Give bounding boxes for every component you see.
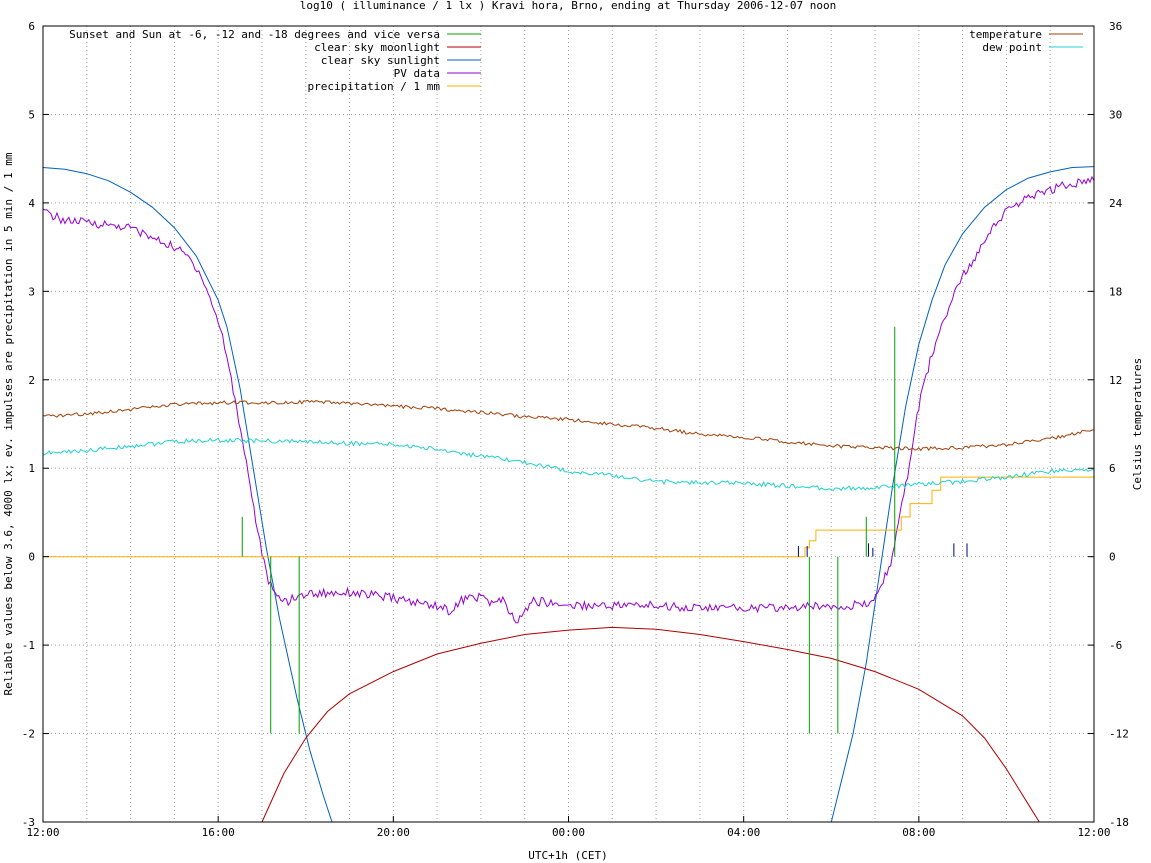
legend-label: PV data [394,67,440,80]
x-tick-label: 04:00 [727,826,760,839]
y-tick-label: 0 [28,551,35,564]
y-tick-label: -2 [22,728,35,741]
legend-label: clear sky moonlight [314,41,440,54]
y-axis-label: Reliable values below 3.6, 4000 lx; ev. … [2,152,15,695]
y-tick-label: 5 [28,108,35,121]
legend-label: precipitation / 1 mm [308,80,441,93]
legend: Sunset and Sun at -6, -12 and -18 degree… [69,28,1083,93]
y2-tick-label: 18 [1109,285,1122,298]
y-tick-label: 3 [28,285,35,298]
x-axis-label: UTC+1h (CET) [528,849,607,862]
series-line-temperature [42,399,1095,452]
y-tick-label: 2 [28,374,35,387]
y2-axis-label: Celsius temperatures [1131,358,1144,490]
y2-tick-label: 24 [1109,197,1123,210]
legend-label: dew point [982,41,1042,54]
grid [43,26,1094,822]
x-tick-label: 00:00 [552,826,585,839]
series-line-pv-data [42,175,1095,624]
y-tick-label: 6 [28,20,35,33]
y-tick-label: -3 [22,816,35,829]
series-line-dew-point [42,437,1095,492]
chart-title: log10 ( illuminance / 1 lx ) Kravi hora,… [300,0,836,12]
y2-tick-label: -12 [1109,728,1129,741]
y2-tick-label: -6 [1109,639,1122,652]
axes: 12:00 16:00 20:00 00:00 04:00 08:00 12:00-3-2-… [22,20,1129,839]
y2-tick-label: 30 [1109,108,1122,121]
x-tick-label: 12:00 [1077,826,1110,839]
x-tick-label: 08:00 [902,826,935,839]
y2-tick-label: 36 [1109,20,1122,33]
y2-tick-label: 0 [1109,551,1116,564]
y-tick-label: -1 [22,639,35,652]
legend-label: Sunset and Sun at -6, -12 and -18 degree… [69,28,440,41]
y2-tick-label: 6 [1109,462,1116,475]
series-line-clear-sky-sunlight [830,166,1095,823]
series-line-clear-sky-moonlight [261,626,1040,823]
y2-tick-label: 12 [1109,374,1122,387]
x-tick-label: 20:00 [377,826,410,839]
y-tick-label: 1 [28,462,35,475]
legend-label: temperature [969,28,1042,41]
x-tick-label: 12:00 [26,826,59,839]
y2-tick-label: -18 [1109,816,1129,829]
plot-area [42,166,1095,823]
series-line-precipitation-1-mm [43,476,1094,558]
y-tick-label: 4 [28,197,35,210]
x-tick-label: 16:00 [202,826,235,839]
legend-label: clear sky sunlight [321,54,440,67]
